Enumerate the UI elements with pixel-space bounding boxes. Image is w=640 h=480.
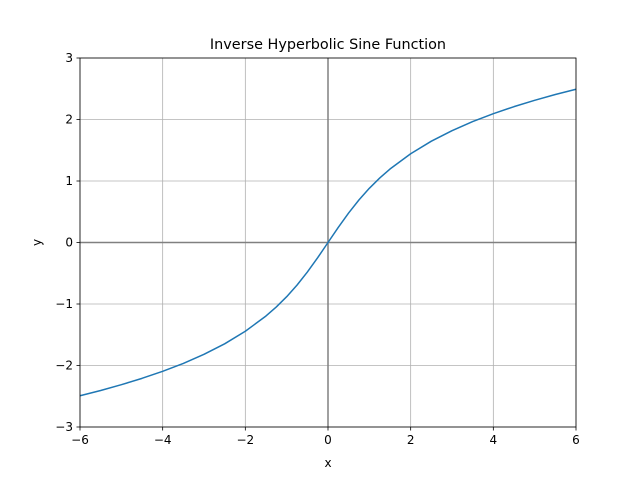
chart-title: Inverse Hyperbolic Sine Function <box>210 37 446 53</box>
x-tick-label: 2 <box>407 433 415 447</box>
y-tick-label: 2 <box>65 113 73 127</box>
x-tick-label: 0 <box>324 433 332 447</box>
y-tick-label: 1 <box>65 174 73 188</box>
x-tick-label: −2 <box>236 433 254 447</box>
y-axis-label: y <box>30 239 44 246</box>
x-axis-ticks: −6 −4 −2 0 2 4 6 <box>71 427 580 447</box>
y-tick-label: −2 <box>55 359 73 373</box>
x-tick-label: −6 <box>71 433 89 447</box>
x-tick-label: −4 <box>154 433 172 447</box>
y-axis-ticks: −3 −2 −1 0 1 2 3 <box>55 51 80 434</box>
y-tick-label: −1 <box>55 297 73 311</box>
x-axis-label: x <box>324 456 331 470</box>
y-tick-label: 3 <box>65 51 73 65</box>
series-layer <box>79 88 577 397</box>
y-tick-label: 0 <box>65 236 73 250</box>
series-line-0 <box>79 88 577 397</box>
x-tick-label: 6 <box>572 433 580 447</box>
x-tick-label: 4 <box>490 433 498 447</box>
y-tick-label: −3 <box>55 420 73 434</box>
